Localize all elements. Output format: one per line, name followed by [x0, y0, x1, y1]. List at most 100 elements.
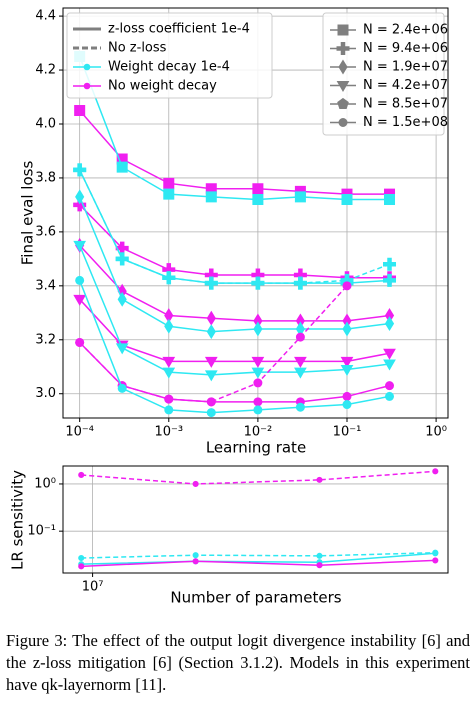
series-line — [81, 470, 436, 485]
x-axis-label: Number of parameters — [170, 589, 341, 607]
marker — [294, 367, 307, 379]
x-tick-label: 10⁻³ — [154, 425, 183, 440]
marker — [432, 468, 439, 475]
marker — [253, 378, 263, 388]
x-tick-label: 10⁻⁴ — [65, 425, 94, 440]
legend-box — [66, 12, 273, 99]
marker — [192, 558, 199, 565]
marker — [383, 273, 397, 287]
marker — [205, 191, 217, 203]
marker — [336, 81, 350, 92]
marker — [192, 480, 199, 488]
x-tick-label: 10⁷ — [82, 580, 104, 595]
marker — [78, 554, 85, 562]
plot-area — [73, 51, 397, 418]
legend-label: No weight decay — [108, 79, 217, 94]
marker — [206, 408, 216, 418]
marker — [337, 24, 349, 36]
series-line — [78, 196, 390, 333]
marker — [164, 394, 174, 404]
marker — [342, 391, 352, 401]
marker — [253, 397, 263, 407]
marker — [384, 316, 395, 332]
marker — [204, 276, 218, 290]
series-line — [81, 552, 436, 565]
marker — [83, 63, 91, 71]
series-line — [81, 551, 436, 559]
marker — [75, 189, 85, 205]
marker — [115, 343, 129, 355]
series-line — [78, 169, 390, 284]
marker — [432, 550, 439, 557]
y-tick-label: 4.4 — [35, 9, 56, 24]
marker — [251, 367, 265, 379]
marker — [74, 105, 86, 116]
x-axis-label: Learning rate — [206, 439, 306, 457]
caption: Figure 3: The effect of the output logit… — [6, 631, 470, 694]
marker — [336, 42, 350, 55]
y-axis-label: Final eval loss — [19, 161, 37, 266]
marker — [253, 321, 263, 337]
marker — [78, 563, 85, 570]
marker — [73, 163, 87, 177]
marker — [342, 400, 352, 410]
marker — [383, 257, 397, 271]
marker — [116, 161, 128, 173]
marker — [164, 405, 174, 415]
marker — [164, 318, 174, 334]
y-tick-label: 3.2 — [35, 332, 56, 347]
legend-label: N = 4.2e+07 — [363, 78, 448, 93]
marker — [253, 405, 263, 415]
legend-label: N = 1.9e+07 — [363, 60, 448, 75]
marker — [204, 370, 218, 382]
marker — [316, 476, 323, 483]
series-line — [78, 56, 390, 201]
series-line — [78, 245, 390, 376]
marker — [75, 275, 85, 285]
marker — [192, 552, 199, 559]
y-tick-label: 3.6 — [35, 224, 56, 239]
series-line — [79, 204, 390, 279]
marker — [252, 194, 264, 206]
marker — [83, 82, 91, 90]
marker — [117, 383, 127, 393]
marker — [78, 471, 85, 479]
marker — [162, 271, 176, 285]
marker — [295, 332, 305, 342]
marker — [340, 356, 354, 368]
marker — [251, 276, 265, 290]
marker — [341, 194, 353, 206]
marker — [75, 337, 85, 347]
plot-frame — [62, 465, 449, 574]
legend-label: No z-loss — [108, 41, 167, 56]
legend-label: N = 9.4e+06 — [363, 41, 448, 56]
marker — [117, 291, 127, 307]
y-tick-label: 3.8 — [35, 170, 56, 185]
marker — [162, 367, 176, 379]
legend-label: N = 8.5e+07 — [363, 97, 448, 112]
y-tick-label: 4.0 — [35, 116, 56, 131]
plot-frame — [62, 7, 449, 419]
marker — [206, 310, 216, 326]
series-line — [79, 110, 390, 195]
figure: Learning rate Final eval loss Number of … — [9, 7, 449, 607]
series-line — [79, 298, 390, 363]
marker — [316, 562, 323, 569]
y-tick-label: 3.4 — [35, 278, 56, 293]
marker — [293, 276, 307, 290]
plot-area — [78, 468, 439, 570]
marker — [252, 183, 264, 195]
marker — [316, 552, 323, 559]
marker — [338, 59, 348, 75]
marker — [73, 294, 87, 306]
marker — [384, 194, 396, 206]
marker — [385, 381, 395, 391]
marker — [385, 391, 395, 401]
marker — [163, 177, 175, 189]
marker — [383, 348, 396, 360]
series-line — [78, 280, 390, 414]
marker — [294, 191, 306, 203]
y-tick-label: 3.0 — [35, 386, 56, 401]
marker — [342, 281, 352, 291]
